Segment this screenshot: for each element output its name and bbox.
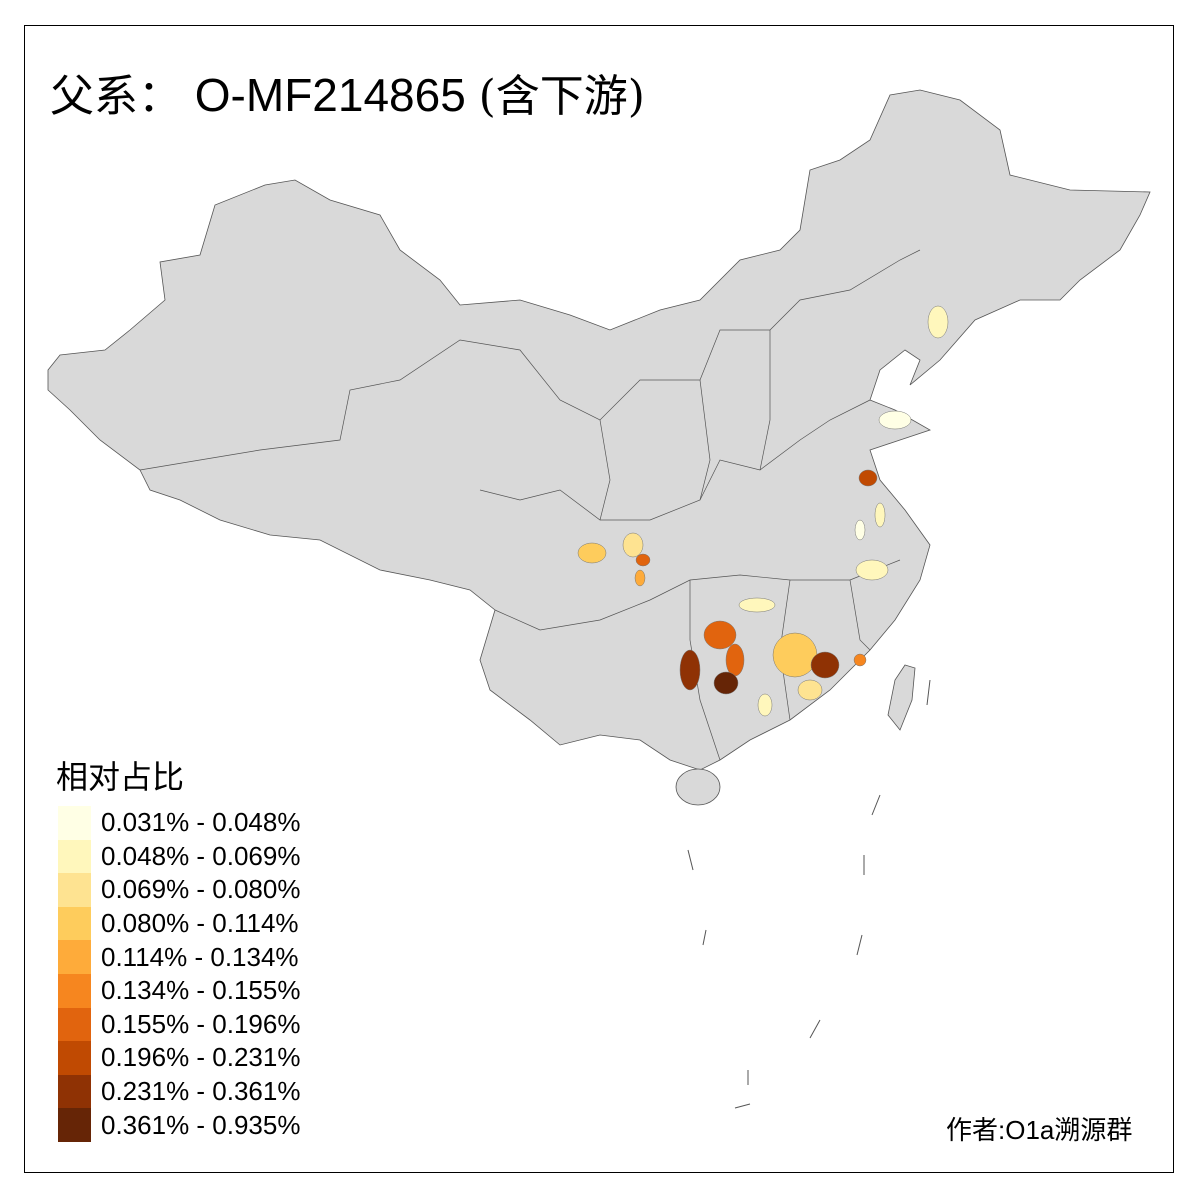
legend-item: 0.031% - 0.048% xyxy=(58,806,300,840)
legend-label: 0.155% - 0.196% xyxy=(101,1008,301,1039)
legend-item: 0.134% - 0.155% xyxy=(58,973,301,1008)
legend-swatch xyxy=(58,1108,91,1142)
legend-item: 0.069% - 0.080% xyxy=(58,873,300,907)
title-prefix: 父系： xyxy=(50,71,182,122)
legend-label: 0.134% - 0.155% xyxy=(101,975,301,1006)
author-credit: 作者:O1a溯源群 xyxy=(946,1115,1133,1145)
region-highlight xyxy=(853,653,867,667)
legend-item: 0.231% - 0.361% xyxy=(58,1074,301,1109)
legend-label: 0.069% - 0.080% xyxy=(101,874,301,905)
region-highlight xyxy=(810,651,840,679)
region-highlight xyxy=(772,632,818,678)
legend-label: 0.080% - 0.114% xyxy=(101,908,299,939)
title-suffix: (含下游) xyxy=(478,71,645,122)
legend-swatch xyxy=(58,906,91,941)
region-highlight xyxy=(679,649,701,691)
region-highlight xyxy=(797,679,823,701)
region-highlight xyxy=(927,305,949,339)
region-highlight xyxy=(854,519,866,541)
region-highlight xyxy=(713,671,739,695)
region-highlight xyxy=(874,502,886,528)
map-title: 父系： O-MF214865 (含下游) xyxy=(50,60,645,124)
region-highlight xyxy=(622,532,644,558)
region-highlight xyxy=(725,643,745,677)
highlighted-regions xyxy=(577,305,949,717)
region-highlight xyxy=(703,620,737,650)
legend-label: 0.048% - 0.069% xyxy=(101,840,301,871)
legend-swatch xyxy=(58,1007,91,1042)
legend-title: 相对占比 xyxy=(56,758,185,796)
legend-item: 0.361% - 0.935% xyxy=(58,1108,300,1142)
region-highlight xyxy=(858,469,878,487)
region-highlight xyxy=(738,597,776,613)
legend-label: 0.114% - 0.134% xyxy=(101,941,299,972)
taiwan-island xyxy=(887,664,916,731)
legend-swatch xyxy=(58,1074,91,1109)
region-highlight xyxy=(577,542,607,564)
hainan-island xyxy=(675,768,721,806)
legend-item: 0.196% - 0.231% xyxy=(58,1041,300,1075)
legend-swatch xyxy=(58,1041,91,1075)
plot-frame xyxy=(24,25,1174,1173)
legend-item: 0.114% - 0.134% xyxy=(58,940,300,974)
legend-label: 0.361% - 0.935% xyxy=(101,1109,301,1140)
legend-label: 0.031% - 0.048% xyxy=(101,807,301,838)
region-highlight xyxy=(634,569,646,587)
south-china-sea-islands xyxy=(687,679,931,1109)
china-mainland xyxy=(47,89,1151,771)
region-highlight xyxy=(855,559,889,581)
legend-swatch xyxy=(58,973,91,1008)
legend-item: 0.048% - 0.069% xyxy=(58,839,301,874)
legend-label: 0.196% - 0.231% xyxy=(101,1042,301,1073)
legend-swatch xyxy=(58,940,91,974)
legend-swatch xyxy=(58,873,91,907)
legend: 0.031% - 0.048% 0.048% - 0.069% 0.069% - 0… xyxy=(58,806,300,1142)
legend-swatch xyxy=(58,839,91,874)
region-highlight xyxy=(757,693,773,717)
region-highlight xyxy=(878,410,912,430)
legend-swatch xyxy=(58,806,91,840)
legend-item: 0.155% - 0.196% xyxy=(58,1007,301,1042)
province-borders xyxy=(139,249,921,761)
region-highlight xyxy=(635,553,651,567)
title-haplogroup: O-MF214865 xyxy=(194,69,466,121)
legend-item: 0.080% - 0.114% xyxy=(58,906,300,941)
legend-label: 0.231% - 0.361% xyxy=(101,1076,301,1107)
